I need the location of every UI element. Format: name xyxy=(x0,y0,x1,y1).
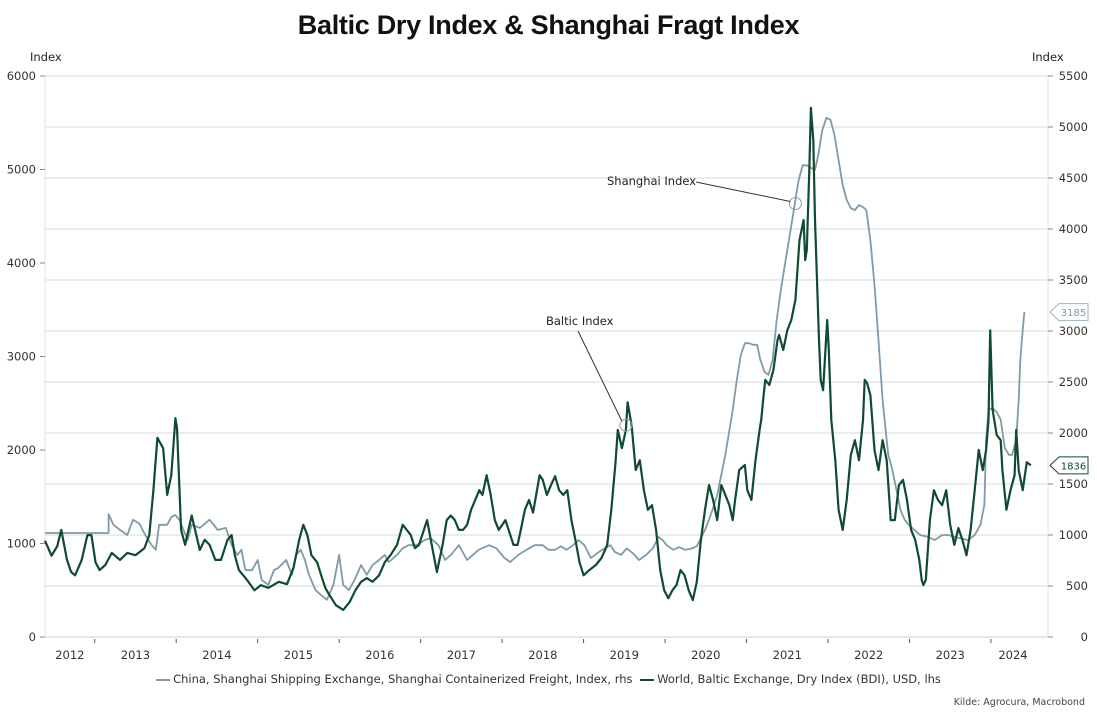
right-axis-label: Index xyxy=(1032,50,1064,64)
left-tick-label: 3000 xyxy=(7,350,36,364)
x-tick-label: 2013 xyxy=(121,648,150,662)
right-tick-label: 5500 xyxy=(1059,69,1088,83)
legend-item-bdi[interactable]: World, Baltic Exchange, Dry Index (BDI),… xyxy=(640,672,941,686)
right-tick-label: 1500 xyxy=(1059,477,1088,491)
chart-title: Baltic Dry Index & Shanghai Fragt Index xyxy=(297,10,800,40)
series-lines xyxy=(43,106,1032,611)
x-tick-label: 2014 xyxy=(202,648,231,662)
last-value-flags: 3185 1836 xyxy=(1049,303,1089,475)
annotation-label-baltic: Baltic Index xyxy=(546,314,614,328)
legend-label-bdi: World, Baltic Exchange, Dry Index (BDI),… xyxy=(657,672,941,686)
annotation-label-shanghai: Shanghai Index xyxy=(607,174,696,188)
gridlines xyxy=(45,75,1048,587)
left-tick-label: 6000 xyxy=(7,69,36,83)
right-axis-ticks: 0 500 1000 1500 2000 2500 3000 3500 4000 4500 5000… xyxy=(1048,69,1088,644)
right-tick-label: 2500 xyxy=(1059,375,1088,389)
last-value-flag xyxy=(1049,456,1089,475)
left-tick-label: 5000 xyxy=(7,163,36,177)
legend: China, Shanghai Shipping Exchange, Shang… xyxy=(0,672,1097,686)
bdi-line xyxy=(43,106,1032,611)
annotation-marker xyxy=(788,197,802,210)
x-tick-label: 2022 xyxy=(854,648,883,662)
x-tick-label: 2018 xyxy=(528,648,557,662)
x-tick-label: 2016 xyxy=(365,648,394,662)
x-tick-label: 2019 xyxy=(610,648,639,662)
left-axis-ticks: 0 1000 2000 3000 4000 5000 6000 xyxy=(7,69,45,644)
last-value-flag xyxy=(1049,303,1089,322)
legend-label-scfi: China, Shanghai Shipping Exchange, Shang… xyxy=(173,672,633,686)
legend-swatch-scfi xyxy=(156,678,171,681)
x-tick-label: 2023 xyxy=(936,648,965,662)
right-tick-label: 0 xyxy=(1081,630,1088,644)
annotation-leader xyxy=(577,330,623,422)
left-axis-label: Index xyxy=(30,50,62,64)
last-value-label: 3185 xyxy=(1061,308,1086,319)
axes xyxy=(44,76,1049,638)
right-tick-label: 4500 xyxy=(1059,171,1088,185)
left-tick-label: 0 xyxy=(29,630,36,644)
left-tick-label: 1000 xyxy=(7,537,36,551)
legend-swatch-bdi xyxy=(640,678,655,681)
right-tick-label: 5000 xyxy=(1059,120,1088,134)
x-tick-label: 2015 xyxy=(284,648,313,662)
left-tick-label: 2000 xyxy=(7,443,36,457)
source-note: Kilde: Agrocura, Macrobond xyxy=(953,697,1085,708)
scfi-line xyxy=(45,116,1026,601)
x-tick-label: 2021 xyxy=(773,648,802,662)
right-tick-label: 1000 xyxy=(1059,528,1088,542)
right-tick-label: 3500 xyxy=(1059,273,1088,287)
x-axis-ticks: 2012 2013 2014 2015 2016 2017 2018 2019 2020 2021… xyxy=(55,639,1028,662)
legend-item-scfi[interactable]: China, Shanghai Shipping Exchange, Shang… xyxy=(156,672,633,686)
left-tick-label: 4000 xyxy=(7,256,36,270)
annotation-leader xyxy=(695,181,791,202)
right-tick-label: 2000 xyxy=(1059,426,1088,440)
annotations: Shanghai Index Baltic Index xyxy=(546,174,802,432)
x-tick-label: 2024 xyxy=(998,648,1027,662)
annotation-marker xyxy=(619,418,633,432)
x-tick-label: 2020 xyxy=(691,648,720,662)
right-tick-label: 500 xyxy=(1066,579,1088,593)
x-tick-label: 2017 xyxy=(447,648,476,662)
right-tick-label: 3000 xyxy=(1059,324,1088,338)
last-value-label: 1836 xyxy=(1061,461,1086,472)
x-tick-label: 2012 xyxy=(55,648,84,662)
right-tick-label: 4000 xyxy=(1059,222,1088,236)
